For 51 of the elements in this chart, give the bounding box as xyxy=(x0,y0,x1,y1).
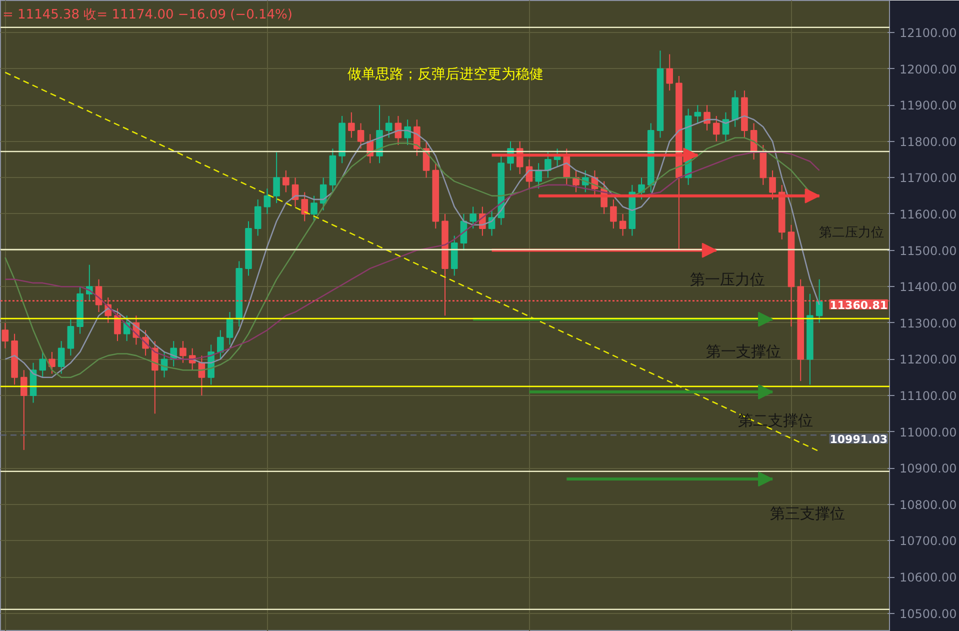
candlestick xyxy=(114,308,121,342)
y-tick-label: 11700.00 xyxy=(900,171,957,186)
candlestick xyxy=(48,351,56,374)
candlestick xyxy=(20,370,28,450)
candlestick xyxy=(404,119,411,146)
y-tick-label: 11800.00 xyxy=(900,134,957,149)
ref-line-label: 11360.81 xyxy=(830,298,888,312)
candlestick xyxy=(666,54,673,92)
y-tick-label: 12000.00 xyxy=(900,62,957,76)
y-tick-label: 10500.00 xyxy=(900,606,957,621)
y-tick-label: 10600.00 xyxy=(900,570,957,585)
y-tick-label: 11200.00 xyxy=(900,352,957,367)
y-tick-label: 11400.00 xyxy=(900,280,957,294)
candlestick xyxy=(619,213,626,236)
candlestick xyxy=(694,104,702,124)
y-tick-label: 12100.00 xyxy=(900,26,957,40)
y-tick-label: 11100.00 xyxy=(900,389,957,404)
text: 做单思路；反弹后进空更为稳健 xyxy=(348,66,544,82)
candlestick xyxy=(254,198,262,236)
candlestick xyxy=(470,206,476,229)
candlestick xyxy=(67,318,74,356)
y-tick-label: 11000.00 xyxy=(900,425,957,440)
y-tick-label: 11900.00 xyxy=(900,98,957,113)
candlestick xyxy=(273,152,280,204)
candlestick xyxy=(301,192,308,222)
candlestick xyxy=(226,312,234,346)
candlestick xyxy=(769,170,776,200)
y-tick-label: 11600.00 xyxy=(900,207,957,222)
candlestick xyxy=(217,330,224,360)
candlestick xyxy=(385,115,392,138)
candlestick xyxy=(39,351,46,378)
candlestick xyxy=(712,115,720,142)
candlestick xyxy=(348,112,355,138)
y-tick-label: 10900.00 xyxy=(900,462,957,476)
candlestick xyxy=(544,152,552,178)
candlestick xyxy=(732,90,738,128)
candlestick xyxy=(180,340,186,364)
candlestick xyxy=(282,170,290,193)
y-tick-label: 11300.00 xyxy=(900,316,957,330)
candlestick xyxy=(2,322,9,349)
annotation: = 11145.38 收= 11174.00 −16.09 (−0.14%) xyxy=(2,8,292,22)
ref-line-label: 10991.03 xyxy=(830,433,888,446)
candlestick xyxy=(535,162,542,190)
candlestick xyxy=(610,198,617,229)
y-tick-label: 10800.00 xyxy=(900,498,957,512)
candlestick xyxy=(264,188,271,214)
y-tick-label: 10700.00 xyxy=(900,534,957,548)
candlestick xyxy=(310,195,318,222)
candlestick xyxy=(58,340,65,374)
candlestick xyxy=(357,122,364,150)
y-tick-label: 11500.00 xyxy=(900,244,957,258)
